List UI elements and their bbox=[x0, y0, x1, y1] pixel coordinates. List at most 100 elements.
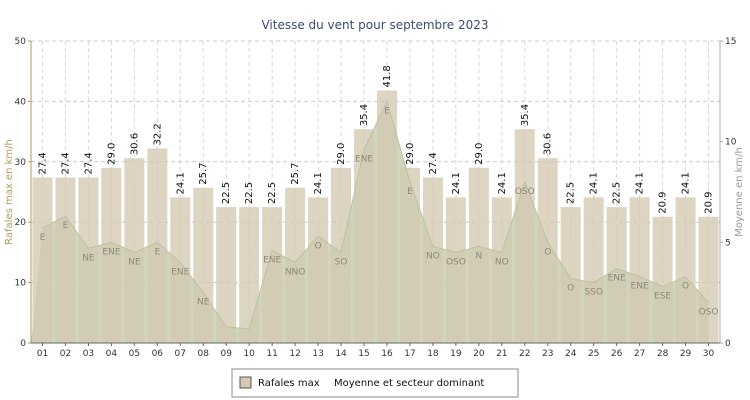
bar-label-04: 29.0 bbox=[106, 143, 117, 165]
bar-label-14: 29.0 bbox=[336, 143, 347, 165]
x-tick-06: 06 bbox=[152, 349, 164, 359]
bar-label-06: 32.2 bbox=[152, 123, 163, 145]
bar-label-18: 27.4 bbox=[428, 152, 439, 174]
x-tick-04: 04 bbox=[106, 349, 118, 359]
x-tick-07: 07 bbox=[175, 349, 186, 359]
x-tick-27: 27 bbox=[634, 349, 645, 359]
bar-label-19: 24.1 bbox=[451, 172, 462, 194]
legend-label-moyenne: Moyenne et secteur dominant bbox=[334, 378, 484, 389]
bar-label-13: 24.1 bbox=[313, 172, 324, 194]
bar-11 bbox=[262, 207, 283, 343]
bar-07 bbox=[170, 197, 191, 343]
y-tick-30: 30 bbox=[15, 158, 27, 168]
y-tick-0: 0 bbox=[20, 339, 26, 349]
average-line bbox=[42, 99, 709, 330]
x-tick-09: 09 bbox=[220, 349, 232, 359]
direction-label-22: OSO bbox=[515, 187, 535, 197]
y2-tick-0: 0 bbox=[725, 339, 731, 349]
bar-label-08: 25.7 bbox=[198, 163, 209, 185]
bar-label-26: 22.5 bbox=[612, 182, 623, 204]
bar-30 bbox=[698, 216, 719, 343]
bar-16 bbox=[376, 90, 397, 343]
bar-05 bbox=[124, 158, 145, 343]
bar-23 bbox=[537, 158, 558, 343]
y2-axis-label: Moyenne en km/h bbox=[734, 147, 745, 237]
x-tick-18: 18 bbox=[427, 349, 439, 359]
x-tick-17: 17 bbox=[404, 349, 415, 359]
bar-09 bbox=[216, 207, 237, 343]
bar-label-02: 27.4 bbox=[60, 152, 71, 174]
y2-tick-5: 5 bbox=[725, 238, 731, 248]
y-axis-label: Rafales max en km/h bbox=[4, 139, 15, 245]
bar-02 bbox=[55, 177, 76, 343]
bar-19 bbox=[445, 197, 466, 343]
bar-label-16: 41.8 bbox=[382, 65, 393, 87]
axes bbox=[30, 41, 721, 344]
x-tick-05: 05 bbox=[129, 349, 140, 359]
bar-label-27: 24.1 bbox=[635, 172, 646, 194]
legend: Rafales max Moyenne et secteur dominant bbox=[231, 368, 519, 398]
bar-label-21: 24.1 bbox=[497, 172, 508, 194]
bar-value-labels: 27.4 27.4 27.4 29.0 30.6 32.2 24.1 25.7 22.5 22.5… bbox=[37, 65, 714, 214]
direction-label-01: E bbox=[40, 233, 46, 243]
direction-label-15: ENE bbox=[355, 155, 373, 165]
direction-label-25: SSO bbox=[584, 288, 603, 298]
direction-label-08: NE bbox=[197, 298, 210, 308]
bar-12 bbox=[285, 187, 306, 343]
bars bbox=[32, 90, 719, 343]
bar-label-20: 29.0 bbox=[474, 143, 485, 165]
bar-06 bbox=[147, 148, 168, 343]
bar-26 bbox=[606, 207, 627, 343]
x-tick-19: 19 bbox=[450, 349, 462, 359]
x-tick-20: 20 bbox=[473, 349, 485, 359]
bar-03 bbox=[78, 177, 99, 343]
bar-label-03: 27.4 bbox=[83, 152, 94, 174]
bar-label-22: 35.4 bbox=[520, 104, 531, 126]
bar-28 bbox=[652, 216, 673, 343]
bar-14 bbox=[331, 167, 352, 343]
bar-13 bbox=[308, 197, 329, 343]
bar-label-09: 22.5 bbox=[221, 182, 232, 204]
direction-label-23: O bbox=[544, 247, 551, 257]
legend-swatch-rafales bbox=[239, 376, 252, 389]
y2-tick-10: 10 bbox=[725, 138, 737, 148]
x-tick-10: 10 bbox=[243, 349, 255, 359]
direction-label-12: NNO bbox=[285, 267, 306, 277]
x-tick-23: 23 bbox=[542, 349, 553, 359]
direction-label-28: ESE bbox=[654, 292, 671, 302]
bar-label-30: 20.9 bbox=[704, 191, 715, 213]
x-tick-25: 25 bbox=[588, 349, 599, 359]
bar-18 bbox=[422, 177, 443, 343]
direction-label-30: OSO bbox=[699, 308, 719, 318]
x-tick-29: 29 bbox=[680, 349, 692, 359]
x-tick-26: 26 bbox=[611, 349, 623, 359]
direction-label-21: NO bbox=[495, 257, 509, 267]
bar-label-23: 30.6 bbox=[543, 133, 554, 155]
bar-label-10: 22.5 bbox=[244, 182, 255, 204]
direction-label-17: E bbox=[407, 187, 413, 197]
chart-title: Vitesse du vent pour septembre 2023 bbox=[261, 18, 488, 32]
bar-01 bbox=[32, 177, 53, 343]
x-tick-13: 13 bbox=[312, 349, 323, 359]
y-tick-10: 10 bbox=[15, 279, 27, 289]
bar-10 bbox=[239, 207, 260, 343]
direction-label-20: N bbox=[475, 251, 482, 261]
x-tick-24: 24 bbox=[565, 349, 577, 359]
x-tick-08: 08 bbox=[198, 349, 210, 359]
bar-21 bbox=[491, 197, 512, 343]
bar-17 bbox=[399, 167, 420, 343]
average-line-path bbox=[42, 99, 709, 330]
bar-label-28: 20.9 bbox=[658, 191, 669, 213]
legend-label-rafales: Rafales max bbox=[258, 378, 320, 389]
x-tick-12: 12 bbox=[289, 349, 300, 359]
x-tick-28: 28 bbox=[657, 349, 669, 359]
bar-label-24: 22.5 bbox=[566, 182, 577, 204]
x-tick-02: 02 bbox=[60, 349, 71, 359]
direction-label-11: ENE bbox=[263, 255, 281, 265]
x-tick-01: 01 bbox=[37, 349, 48, 359]
direction-label-29: O bbox=[682, 282, 689, 292]
bar-24 bbox=[560, 207, 581, 343]
direction-label-27: ENE bbox=[631, 282, 649, 292]
x-tick-21: 21 bbox=[496, 349, 507, 359]
